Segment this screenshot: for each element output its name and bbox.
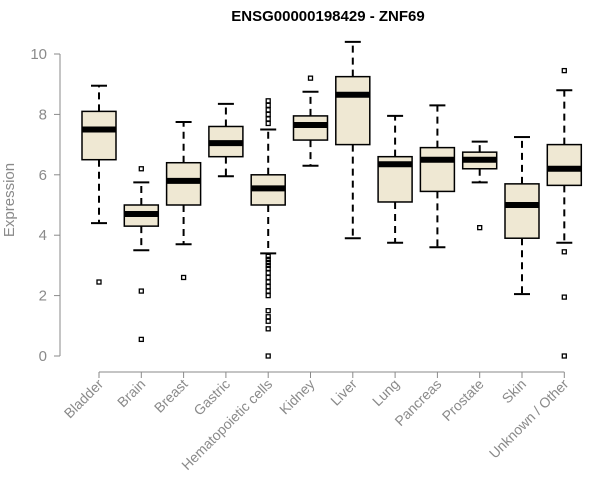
y-axis-label: Expression xyxy=(1,163,18,237)
x-tick-label: Pancreas xyxy=(391,376,444,429)
y-tick-label: 6 xyxy=(39,167,47,184)
outlier-point xyxy=(561,294,567,300)
outlier-point xyxy=(265,98,271,104)
outlier-point xyxy=(265,279,271,285)
x-tick-label: Lung xyxy=(369,376,402,409)
box-bladder xyxy=(81,84,117,285)
y-tick-label: 10 xyxy=(30,46,47,63)
x-tick-label: Brain xyxy=(114,376,148,410)
outlier-point xyxy=(265,318,271,324)
outlier-point xyxy=(138,166,144,172)
outlier-point xyxy=(265,292,271,299)
outlier-point xyxy=(265,253,271,259)
iqr-box xyxy=(292,115,329,141)
outlier-point xyxy=(561,67,567,74)
box-lung xyxy=(377,114,413,244)
chart-title: ENSG00000198429 - ZNF69 xyxy=(231,8,424,25)
outlier-point xyxy=(138,336,144,343)
box-liver xyxy=(335,40,371,240)
outlier-point xyxy=(265,308,271,314)
outlier-point xyxy=(265,270,271,276)
outlier-point xyxy=(561,249,567,255)
x-tick-label: Prostate xyxy=(439,376,487,424)
x-tick-label: Breast xyxy=(151,376,191,416)
y-tick-label: 0 xyxy=(39,348,47,365)
box-prostate xyxy=(461,140,498,231)
iqr-box xyxy=(165,161,202,206)
outlier-point xyxy=(265,326,271,332)
outlier-point xyxy=(265,120,271,127)
outlier-point xyxy=(561,353,567,359)
outlier-point xyxy=(265,262,271,269)
iqr-box xyxy=(335,75,371,146)
box-pancreas xyxy=(419,104,456,249)
outlier-point xyxy=(477,224,483,231)
outlier-point xyxy=(265,288,271,294)
box-hematopoietic-cells xyxy=(250,98,286,359)
outlier-point xyxy=(265,265,271,272)
outlier-point xyxy=(265,314,271,320)
box-series xyxy=(81,40,583,359)
box-unknown-other xyxy=(546,67,583,359)
x-tick-label: Kidney xyxy=(276,376,318,418)
iqr-box xyxy=(504,183,540,239)
y-tick-label: 2 xyxy=(39,288,47,305)
x-tick-label: Skin xyxy=(499,376,530,407)
box-brain xyxy=(123,166,160,343)
outlier-point xyxy=(96,279,102,285)
box-breast xyxy=(165,120,202,281)
x-tick-label: Liver xyxy=(327,376,360,409)
outlier-point xyxy=(265,107,271,113)
outlier-point xyxy=(265,256,271,263)
outlier-point xyxy=(138,288,144,294)
iqr-box xyxy=(81,110,117,161)
y-axis: 0 2 4 6 8 10 xyxy=(30,46,61,365)
box-kidney xyxy=(292,75,329,167)
outlier-point xyxy=(265,353,271,359)
x-tick-label: Unknown / Other xyxy=(486,376,572,462)
y-tick-label: 4 xyxy=(39,227,47,244)
outlier-point xyxy=(265,116,271,122)
iqr-box xyxy=(419,146,456,193)
x-tick-label: Bladder xyxy=(61,376,107,422)
box-gastric xyxy=(208,102,244,178)
outlier-point xyxy=(265,274,271,281)
outlier-point xyxy=(265,259,271,266)
outlier-point xyxy=(265,111,271,118)
outlier-point xyxy=(265,283,271,290)
y-tick-label: 8 xyxy=(39,106,47,123)
outlier-point xyxy=(307,75,314,81)
box-skin xyxy=(504,136,540,296)
outlier-point xyxy=(180,274,187,281)
outlier-point xyxy=(265,102,271,108)
iqr-box xyxy=(546,143,583,187)
